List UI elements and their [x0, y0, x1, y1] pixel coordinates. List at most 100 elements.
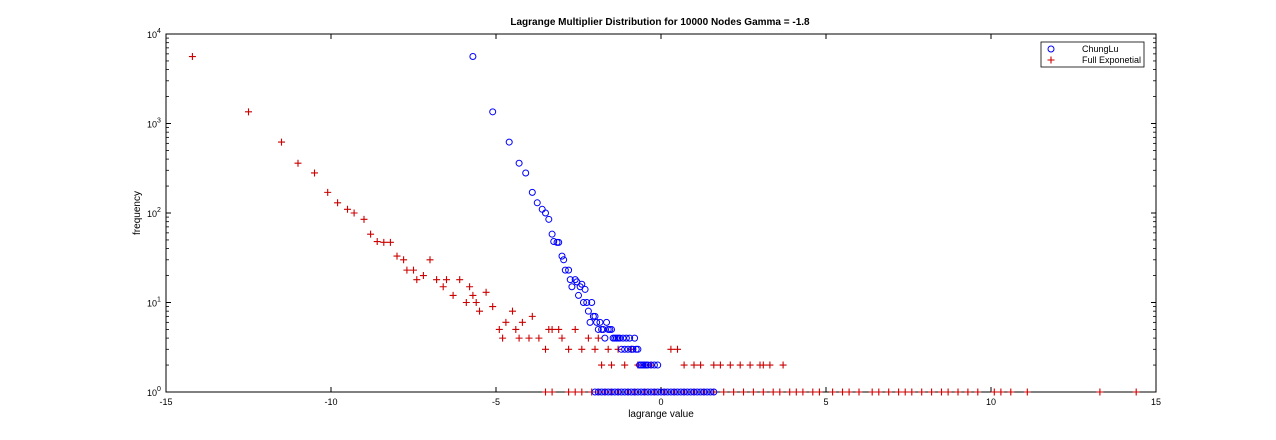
data-point-circle — [710, 388, 718, 396]
data-point-circle — [687, 388, 695, 396]
data-point-circle — [631, 388, 639, 396]
data-point-circle — [631, 334, 639, 342]
data-point-circle — [670, 388, 678, 396]
data-point-plus — [908, 388, 916, 396]
data-point-circle — [505, 138, 513, 146]
data-point-plus — [360, 215, 368, 223]
data-point-plus — [954, 388, 962, 396]
data-point-plus — [895, 388, 903, 396]
data-point-circle — [558, 252, 566, 260]
data-point-circle — [568, 283, 576, 291]
legend-label: Full Exponetial — [1082, 55, 1141, 65]
data-point-plus — [901, 388, 909, 396]
data-point-plus — [690, 361, 698, 369]
data-point-plus — [990, 388, 998, 396]
x-tick-label: 15 — [1151, 397, 1161, 407]
data-point-plus — [245, 108, 252, 116]
data-point-plus — [667, 345, 675, 353]
data-point-plus — [410, 266, 417, 274]
data-point-circle — [560, 256, 568, 264]
data-point-plus — [776, 388, 784, 396]
data-point-plus — [786, 388, 794, 396]
data-point-circle — [601, 388, 609, 396]
data-point-plus — [799, 388, 807, 396]
data-point-plus — [1132, 388, 1140, 396]
data-point-circle — [647, 388, 655, 396]
axis-tick-labels: -15 -10 -5 0 5 10 15 100 101 102 103 104 — [147, 28, 1161, 407]
data-point-plus — [433, 276, 441, 284]
data-point-circle — [617, 388, 625, 396]
data-point-circle — [565, 266, 573, 274]
data-point-circle — [583, 299, 591, 306]
data-point-plus — [1096, 388, 1104, 396]
data-point-plus — [443, 276, 450, 284]
data-point-plus — [324, 188, 332, 196]
data-point-circle — [629, 345, 637, 353]
data-point-plus — [674, 345, 681, 353]
data-point-circle — [594, 388, 602, 396]
data-point-plus — [334, 199, 342, 207]
data-point-plus — [759, 361, 767, 369]
data-point-plus — [472, 299, 480, 306]
data-point-plus — [509, 307, 516, 315]
data-point-circle — [693, 388, 701, 396]
legend-marker — [1047, 56, 1055, 64]
data-point-circle — [634, 388, 642, 396]
data-point-plus — [426, 256, 434, 264]
data-point-plus — [502, 318, 510, 326]
data-point-plus — [604, 345, 612, 353]
data-point-plus — [499, 334, 507, 342]
data-point-plus — [608, 361, 615, 369]
data-point-circle — [571, 276, 579, 284]
data-point-plus — [476, 307, 483, 315]
data-point-plus — [188, 53, 196, 61]
data-point-plus — [469, 291, 477, 299]
data-point-plus — [380, 238, 388, 246]
data-point-plus — [278, 138, 285, 146]
data-point-circle — [641, 388, 648, 396]
data-point-plus — [749, 388, 757, 396]
data-point-circle — [621, 388, 629, 396]
data-point-circle — [591, 388, 599, 396]
legend-box — [1040, 41, 1145, 68]
legend-marker — [1047, 45, 1055, 53]
data-point-circle — [604, 388, 612, 396]
data-point-circle — [700, 388, 708, 396]
data-point-plus — [720, 388, 728, 396]
data-point-plus — [815, 388, 823, 396]
data-point-circle — [690, 388, 698, 396]
data-point-circle — [680, 388, 688, 396]
data-point-circle — [561, 266, 569, 274]
data-point-circle — [654, 361, 662, 369]
data-point-plus — [769, 388, 777, 396]
data-point-plus — [792, 388, 800, 396]
data-marks — [188, 53, 1140, 396]
data-point-plus — [766, 361, 774, 369]
data-point-circle — [555, 238, 563, 246]
data-point-circle — [548, 230, 556, 238]
data-point-plus — [525, 334, 533, 342]
data-point-plus — [974, 388, 982, 396]
data-point-plus — [449, 291, 457, 299]
data-point-plus — [730, 388, 738, 396]
data-point-plus — [386, 238, 394, 246]
data-point-circle — [611, 388, 619, 396]
data-point-plus — [885, 388, 893, 396]
data-point-circle — [624, 388, 632, 396]
data-point-plus — [621, 361, 629, 369]
y-tick-label: 102 — [147, 207, 161, 219]
data-point-circle — [584, 307, 592, 315]
data-point-circle — [674, 388, 681, 396]
data-point-plus — [918, 388, 926, 396]
data-point-plus — [439, 283, 447, 291]
data-point-circle — [596, 318, 604, 326]
data-point-plus — [578, 388, 586, 396]
data-point-circle — [657, 388, 665, 396]
axis-ticks — [165, 33, 1157, 393]
data-point-circle — [644, 361, 652, 369]
data-point-circle — [550, 238, 558, 246]
data-point-plus — [515, 334, 523, 342]
data-point-plus — [845, 388, 853, 396]
data-point-plus — [1007, 388, 1015, 396]
